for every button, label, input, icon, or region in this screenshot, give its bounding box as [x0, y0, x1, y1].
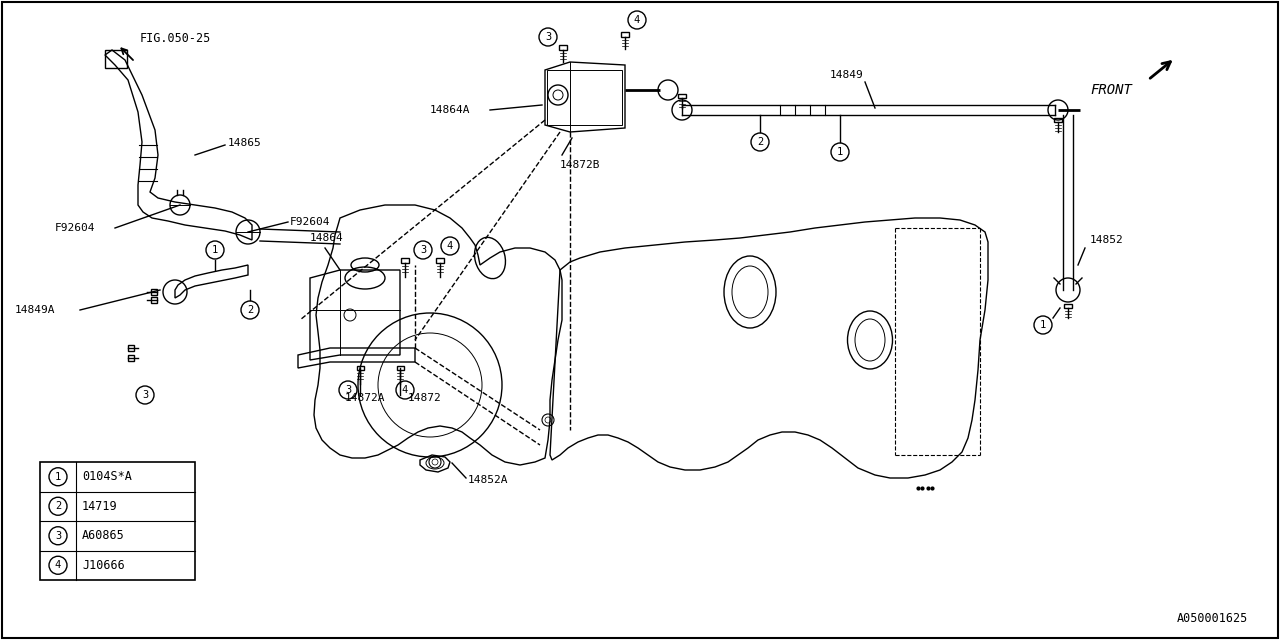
- Text: J10666: J10666: [82, 559, 124, 572]
- Text: 1: 1: [55, 472, 61, 482]
- Text: 2: 2: [55, 501, 61, 511]
- Text: 2: 2: [247, 305, 253, 315]
- Bar: [401, 257, 410, 263]
- Bar: [1064, 303, 1073, 308]
- Bar: [397, 365, 403, 370]
- Text: 14864: 14864: [310, 233, 344, 243]
- Text: 14849A: 14849A: [15, 305, 55, 315]
- Text: 2: 2: [756, 137, 763, 147]
- Bar: [1053, 118, 1062, 122]
- Text: F92604: F92604: [291, 217, 330, 227]
- Bar: [357, 365, 364, 370]
- Bar: [621, 31, 628, 37]
- Text: A60865: A60865: [82, 529, 124, 542]
- Bar: [105, 50, 127, 68]
- Bar: [128, 345, 134, 351]
- Text: 4: 4: [55, 560, 61, 570]
- Text: 14849: 14849: [829, 70, 864, 80]
- Text: 3: 3: [420, 245, 426, 255]
- Text: 1: 1: [1039, 320, 1046, 330]
- Text: 14719: 14719: [82, 500, 118, 513]
- Text: 4: 4: [402, 385, 408, 395]
- Bar: [40, 462, 195, 580]
- Text: FRONT: FRONT: [1091, 83, 1132, 97]
- Text: 14872: 14872: [408, 393, 442, 403]
- Bar: [559, 45, 567, 50]
- Text: 14852A: 14852A: [468, 475, 508, 485]
- Bar: [547, 70, 622, 125]
- Bar: [128, 355, 134, 361]
- Bar: [678, 93, 686, 98]
- Text: 3: 3: [142, 390, 148, 400]
- Text: 14872B: 14872B: [561, 160, 600, 170]
- Text: 1: 1: [837, 147, 844, 157]
- Bar: [151, 297, 157, 303]
- Text: FIG.050-25: FIG.050-25: [140, 31, 211, 45]
- Text: 4: 4: [447, 241, 453, 251]
- Text: 3: 3: [545, 32, 552, 42]
- Text: 3: 3: [344, 385, 351, 395]
- Bar: [151, 289, 157, 295]
- Text: 3: 3: [55, 531, 61, 541]
- Text: 0104S*A: 0104S*A: [82, 470, 132, 483]
- Text: 14852: 14852: [1091, 235, 1124, 245]
- Text: A050001625: A050001625: [1176, 612, 1248, 625]
- Text: 14872A: 14872A: [346, 393, 385, 403]
- Text: 4: 4: [634, 15, 640, 25]
- Text: 1: 1: [212, 245, 218, 255]
- Text: F92604: F92604: [55, 223, 96, 233]
- Bar: [436, 257, 444, 263]
- Text: 14864A: 14864A: [430, 105, 471, 115]
- Text: 14865: 14865: [228, 138, 261, 148]
